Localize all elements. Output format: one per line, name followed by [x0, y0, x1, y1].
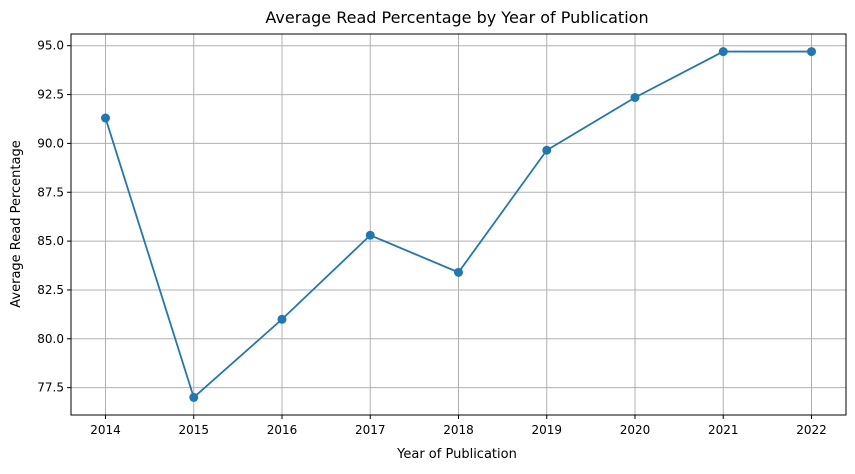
x-tick-label: 2014 [90, 423, 121, 437]
x-tick-label: 2017 [355, 423, 386, 437]
y-axis-label: Average Read Percentage [9, 140, 24, 307]
grid [71, 34, 846, 415]
data-point-2015 [189, 392, 199, 402]
chart-title: Average Read Percentage by Year of Publi… [265, 8, 648, 27]
x-tick-label: 2021 [708, 423, 739, 437]
data-point-2014 [101, 113, 110, 123]
series-layer [101, 47, 816, 402]
x-tick-label: 2015 [178, 423, 209, 437]
x-tick-label: 2016 [267, 423, 298, 437]
y-tick-label: 90.0 [37, 136, 64, 150]
y-tick-label: 87.5 [37, 185, 64, 199]
y-tick-label: 80.0 [37, 332, 64, 346]
data-point-2021 [718, 47, 728, 57]
data-point-2016 [277, 314, 287, 324]
data-point-2017 [365, 230, 375, 240]
y-tick-label: 85.0 [37, 234, 64, 248]
data-point-2022 [807, 47, 816, 57]
data-point-2020 [630, 93, 640, 102]
data-point-2019 [542, 145, 552, 155]
x-tick-label: 2019 [531, 423, 562, 437]
data-point-2018 [454, 267, 463, 277]
x-tick-label: 2022 [796, 423, 827, 437]
x-tick-label: 2020 [620, 423, 651, 437]
x-tick-label: 2018 [443, 423, 474, 437]
y-tick-label: 77.5 [37, 381, 64, 395]
y-tick-label: 92.5 [37, 88, 64, 102]
x-axis-label: Year of Publication [396, 447, 517, 462]
axis-ticks: 2014 2015 2016 2017 2018 2019 2020 2021 2022 77.5… [37, 39, 826, 437]
y-tick-label: 82.5 [37, 283, 64, 297]
y-tick-label: 95.0 [37, 39, 64, 53]
